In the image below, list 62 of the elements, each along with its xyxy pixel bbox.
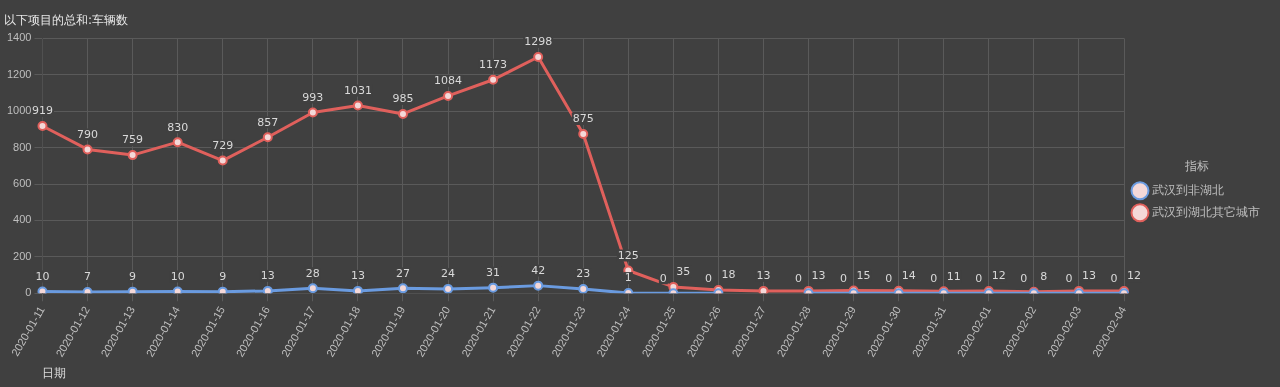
data-label: 0 bbox=[840, 271, 848, 285]
data-label: 9 bbox=[129, 269, 137, 283]
data-label: 919 bbox=[31, 104, 53, 118]
data-label: 857 bbox=[257, 115, 279, 129]
data-label: 11 bbox=[946, 269, 961, 283]
data-label: 10 bbox=[35, 269, 50, 283]
data-label: 42 bbox=[531, 263, 546, 277]
data-label: 0 bbox=[1020, 271, 1028, 285]
data-label: 729 bbox=[212, 138, 234, 152]
data-label: 35 bbox=[676, 265, 691, 279]
data-label: 759 bbox=[122, 133, 144, 147]
y-tick-label: 1400 bbox=[6, 31, 32, 44]
data-label: 993 bbox=[302, 90, 324, 104]
y-tick-label: 0 bbox=[25, 286, 32, 299]
data-label: 1084 bbox=[434, 74, 463, 88]
data-label: 14 bbox=[901, 269, 916, 283]
data-label: 875 bbox=[572, 112, 594, 126]
data-label: 1298 bbox=[524, 35, 553, 49]
data-label: 0 bbox=[1065, 271, 1073, 285]
legend-label: 武汉到湖北其它城市 bbox=[1152, 204, 1260, 219]
y-tick-label: 1200 bbox=[6, 67, 32, 80]
data-label: 0 bbox=[795, 271, 803, 285]
data-label: 13 bbox=[350, 269, 365, 283]
data-label: 0 bbox=[975, 271, 983, 285]
y-tick-label: 600 bbox=[13, 177, 32, 190]
data-label: 1031 bbox=[343, 83, 372, 97]
data-label: 0 bbox=[704, 271, 712, 285]
data-label: 18 bbox=[721, 268, 736, 282]
data-label: 12 bbox=[991, 269, 1006, 283]
data-label: 13 bbox=[1081, 269, 1096, 283]
legend-label: 武汉到非湖北 bbox=[1152, 182, 1224, 197]
data-label: 27 bbox=[395, 266, 410, 280]
data-label: 0 bbox=[1110, 271, 1118, 285]
data-label: 125 bbox=[617, 248, 639, 262]
data-label: 28 bbox=[305, 266, 320, 280]
data-label: 0 bbox=[930, 271, 938, 285]
data-label: 10 bbox=[170, 269, 185, 283]
data-label: 23 bbox=[576, 267, 591, 281]
data-label: 1 bbox=[624, 271, 632, 285]
data-label: 12 bbox=[1127, 269, 1141, 283]
legend-title: 指标 bbox=[1184, 158, 1209, 173]
data-label: 24 bbox=[441, 267, 456, 281]
chart-title: 以下项目的总和:车辆数 bbox=[4, 13, 129, 28]
data-label: 985 bbox=[392, 92, 414, 106]
data-label: 7 bbox=[84, 270, 92, 284]
y-tick-label: 1000 bbox=[6, 104, 32, 117]
data-label: 31 bbox=[486, 265, 501, 279]
x-axis-title: 日期 bbox=[42, 366, 67, 381]
data-label: 8 bbox=[1040, 270, 1048, 284]
data-label: 1173 bbox=[479, 58, 508, 72]
data-label: 13 bbox=[811, 269, 826, 283]
data-label: 0 bbox=[659, 271, 667, 285]
data-label: 790 bbox=[77, 127, 99, 141]
data-label: 15 bbox=[856, 268, 871, 282]
data-label: 13 bbox=[756, 269, 771, 283]
y-tick-label: 400 bbox=[13, 213, 32, 226]
data-label: 9 bbox=[219, 269, 227, 283]
y-tick-label: 200 bbox=[13, 249, 32, 262]
data-label: 0 bbox=[885, 271, 893, 285]
data-label: 13 bbox=[260, 269, 275, 283]
y-tick-label: 800 bbox=[13, 140, 32, 153]
data-label: 830 bbox=[167, 120, 189, 134]
